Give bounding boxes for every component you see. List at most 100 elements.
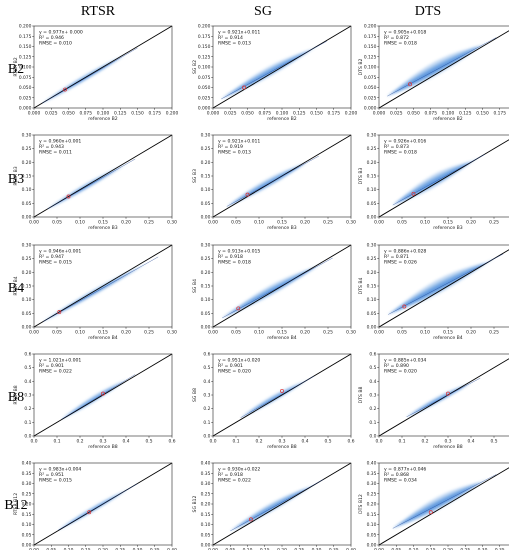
y-tick-label: 0.5 [369,365,376,371]
x-tick-label: 0.15 [98,220,108,226]
r-squared: R² = 0.951 [39,472,64,478]
y-tick-label: 0.10 [367,187,377,193]
x-tick-label: 0.35 [495,548,505,550]
column-title-rtsr: RTSR [81,4,116,19]
one-to-one-line [378,139,509,218]
regression-line [406,377,481,418]
x-tick-label: 0.25 [144,330,154,336]
y-tick-label: 0.30 [201,133,211,139]
y-tick-label: 0.05 [22,311,32,317]
y-tick-label: 0.3 [203,393,210,399]
regression-equation: y = 0.913x+0.015 [218,249,260,255]
y-axis-label: SG B12 [192,495,198,512]
x-tick-label: 0.000 [207,111,220,117]
y-tick-label: 0.050 [19,85,32,91]
y-tick-label: 0.000 [19,106,32,112]
rmse: RMSE = 0.013 [218,150,251,156]
x-tick-label: 0.05 [225,548,235,550]
scatter-panel-b8-rtsr: 0.00.0 0.1 0.1 0.2 0.2 0.3 0.3 0.4 0.4 0.5 0.5 0.6 0… [13,352,176,451]
x-tick-label: 0.10 [420,330,430,336]
mean-marker [411,191,416,196]
y-tick-label: 0.075 [198,75,211,81]
x-tick-label: 0.05 [52,220,62,226]
one-to-one-line [212,25,352,109]
x-tick-label: 0.15 [277,330,287,336]
regression-equation: y = 0.886x+0.028 [384,249,426,255]
y-tick-label: 0.0 [24,434,31,440]
y-tick-label: 0.20 [22,270,32,276]
y-tick-label: 0.100 [198,65,211,71]
y-tick-label: 0.25 [22,256,32,262]
x-tick-label: 0.150 [310,111,323,117]
y-tick-label: 0.30 [22,481,32,487]
y-tick-label: 0.1 [24,420,31,426]
x-tick-label: 0.10 [64,548,74,550]
x-tick-label: 0.20 [98,548,108,550]
y-axis-label: SG B8 [192,388,198,402]
y-tick-label: 0.050 [198,85,211,91]
regression-equation: y = 0.977x+ 0.000 [39,30,83,36]
y-tick-label: 0.30 [22,243,32,249]
y-tick-label: 0.4 [369,379,376,385]
x-tick-label: 0.05 [231,330,241,336]
x-tick-label: 0.5 [146,439,153,445]
one-to-one-line [212,244,352,328]
scatter-panel-b12-dts: 0.000.00 0.05 0.05 0.10 0.10 0.15 0.15 0.20 0.20… [358,461,509,550]
y-tick-label: 0.10 [201,297,211,303]
regression-line [240,375,315,418]
y-tick-label: 0.4 [24,379,31,385]
x-axis-label: reference B3 [267,225,297,231]
x-axis-label: reference B4 [267,335,297,341]
y-tick-label: 0.15 [201,174,211,180]
x-axis-label: reference B3 [88,225,118,231]
y-tick-label: 0.30 [201,243,211,249]
regression-equation: y = 0.983x+0.004 [39,467,81,473]
y-tick-label: 0.30 [367,133,377,139]
y-tick-label: 0.05 [367,201,377,207]
y-tick-label: 0.00 [367,325,377,331]
x-tick-label: 0.15 [277,220,287,226]
mean-marker [66,194,71,199]
x-tick-label: 0.20 [466,220,476,226]
x-tick-label: 0.0 [210,439,217,445]
x-tick-label: 0.40 [167,548,177,550]
x-tick-label: 0.10 [243,548,253,550]
rmse: RMSE = 0.018 [384,41,417,47]
x-tick-label: 0.125 [459,111,472,117]
y-tick-label: 0.20 [22,502,32,508]
mean-marker [87,510,92,515]
y-tick-label: 0.20 [22,160,32,166]
row-title-b4: B4 [8,281,24,296]
x-tick-label: 0.0 [31,439,38,445]
y-tick-label: 0.30 [22,133,32,139]
x-tick-label: 0.15 [443,220,453,226]
y-tick-label: 0.00 [22,543,32,549]
one-to-one-line [212,462,352,546]
x-tick-label: 0.4 [468,439,475,445]
y-tick-label: 0.200 [19,24,32,30]
y-tick-label: 0.025 [198,95,211,101]
y-tick-label: 0.30 [367,243,377,249]
x-tick-label: 0.30 [167,220,177,226]
regression-equation: y = 0.930x+0.022 [218,467,260,473]
regression-line [58,483,138,531]
x-tick-label: 0.00 [208,330,218,336]
y-tick-label: 0.025 [364,95,377,101]
x-tick-label: 0.025 [224,111,237,117]
y-tick-label: 0.25 [201,256,211,262]
x-tick-label: 0.05 [231,220,241,226]
x-tick-label: 0.20 [466,330,476,336]
r-squared: R² = 0.901 [218,363,243,369]
row-title-b2: B2 [8,62,24,77]
y-tick-label: 0.175 [19,34,32,40]
x-tick-label: 0.5 [491,439,498,445]
x-tick-label: 0.20 [300,220,310,226]
y-tick-label: 0.25 [201,146,211,152]
x-axis-label: reference B4 [88,335,118,341]
y-tick-label: 0.25 [367,491,377,497]
x-tick-label: 0.3 [279,439,286,445]
x-tick-label: 0.1 [399,439,406,445]
y-tick-label: 0.25 [22,146,32,152]
x-tick-label: 0.175 [148,111,161,117]
y-tick-label: 0.15 [367,174,377,180]
